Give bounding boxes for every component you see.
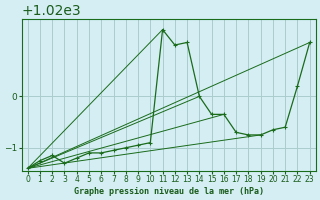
X-axis label: Graphe pression niveau de la mer (hPa): Graphe pression niveau de la mer (hPa) bbox=[74, 187, 264, 196]
